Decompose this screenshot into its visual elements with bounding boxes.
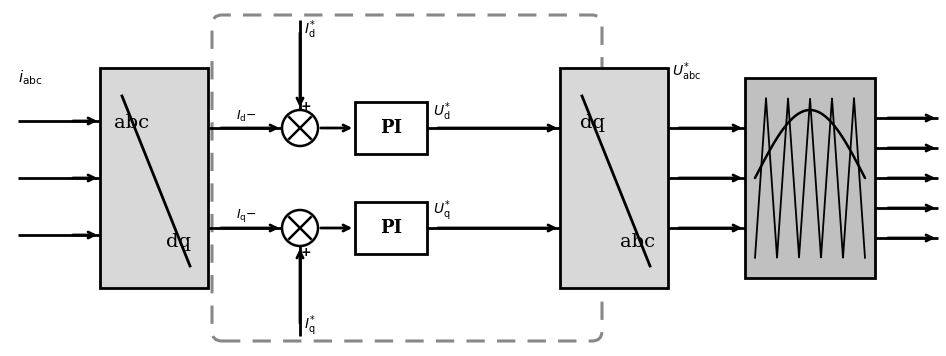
Text: $U_{\rm q}^{*}$: $U_{\rm q}^{*}$ [433,199,450,223]
Text: PI: PI [380,119,402,137]
Bar [355,102,427,154]
Circle shape [282,210,318,246]
Bar [100,68,208,288]
Text: PI: PI [380,219,402,237]
Text: $U^{*}_{\rm abc}$: $U^{*}_{\rm abc}$ [672,60,701,83]
Text: $I_{\rm d}$−: $I_{\rm d}$− [236,109,256,124]
Bar [560,68,668,288]
Text: $I_{\rm q}^{*}$: $I_{\rm q}^{*}$ [304,314,316,338]
Text: $I_{\rm q}$−: $I_{\rm q}$− [236,207,256,224]
Text: $i_{\rm abc}$: $i_{\rm abc}$ [18,69,43,87]
Text: $I_{\rm d}^{*}$: $I_{\rm d}^{*}$ [304,18,316,41]
Text: abc: abc [114,114,149,132]
Text: $U_{\rm d}^{*}$: $U_{\rm d}^{*}$ [433,100,450,123]
Circle shape [282,110,318,146]
Text: +: + [301,246,311,258]
Bar [355,202,427,254]
Text: +: + [301,99,311,112]
Text: dq: dq [166,233,190,251]
Text: abc: abc [621,233,656,251]
Text: dq: dq [580,114,604,132]
Bar [745,78,875,278]
